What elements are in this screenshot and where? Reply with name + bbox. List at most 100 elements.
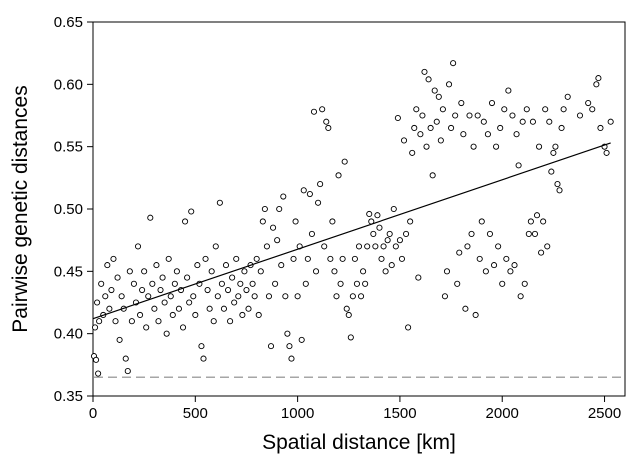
data-point bbox=[315, 199, 322, 206]
data-point bbox=[460, 131, 467, 138]
data-point bbox=[317, 181, 324, 188]
data-point bbox=[239, 311, 246, 319]
y-axis-title: Pairwise genetic distances bbox=[9, 85, 32, 332]
data-point bbox=[360, 268, 367, 275]
y-tick-label: 0.45 bbox=[54, 263, 83, 280]
data-point bbox=[476, 255, 483, 262]
data-point bbox=[159, 274, 166, 281]
data-point bbox=[423, 143, 430, 150]
data-point bbox=[486, 230, 494, 237]
data-point bbox=[227, 318, 234, 325]
data-point bbox=[349, 293, 356, 300]
data-point bbox=[607, 118, 614, 125]
data-point bbox=[194, 262, 201, 269]
data-point bbox=[390, 205, 397, 213]
data-point bbox=[386, 230, 393, 237]
data-point bbox=[501, 106, 508, 113]
data-point bbox=[490, 262, 498, 269]
data-point bbox=[218, 280, 225, 287]
data-point bbox=[130, 280, 137, 287]
data-point bbox=[235, 293, 242, 300]
data-point bbox=[470, 143, 477, 150]
data-point bbox=[505, 87, 512, 94]
data-point bbox=[517, 293, 524, 300]
data-point bbox=[441, 293, 448, 300]
data-point bbox=[370, 230, 377, 237]
data-point bbox=[308, 230, 315, 237]
data-point bbox=[284, 330, 291, 337]
data-point bbox=[323, 118, 330, 125]
data-point bbox=[276, 205, 283, 213]
data-point bbox=[472, 311, 479, 319]
data-point bbox=[206, 305, 213, 312]
data-point bbox=[409, 149, 416, 156]
x-tick-label: 0 bbox=[89, 405, 97, 422]
data-point bbox=[233, 255, 240, 262]
data-point bbox=[533, 212, 541, 219]
data-point bbox=[294, 293, 301, 300]
data-point bbox=[454, 280, 461, 287]
data-point bbox=[165, 255, 172, 262]
data-point bbox=[419, 112, 426, 119]
data-point bbox=[362, 280, 369, 287]
data-point bbox=[482, 268, 489, 275]
data-point bbox=[102, 293, 109, 300]
data-point bbox=[147, 214, 154, 221]
data-point bbox=[257, 268, 264, 275]
data-point bbox=[327, 255, 334, 262]
data-point bbox=[204, 286, 211, 294]
x-tick-label: 2500 bbox=[588, 405, 621, 422]
data-point bbox=[478, 218, 485, 225]
data-point bbox=[538, 249, 545, 256]
data-point bbox=[139, 286, 146, 294]
data-point bbox=[425, 76, 432, 83]
data-point bbox=[407, 218, 414, 225]
data-point bbox=[179, 324, 187, 331]
data-point bbox=[468, 230, 475, 237]
data-point bbox=[433, 118, 440, 125]
y-tick-label: 0.50 bbox=[54, 201, 83, 218]
data-point bbox=[415, 274, 422, 281]
data-point bbox=[163, 330, 170, 337]
data-point bbox=[122, 355, 129, 362]
data-point bbox=[380, 243, 387, 250]
data-point bbox=[398, 255, 406, 262]
data-point bbox=[351, 255, 358, 262]
data-point bbox=[157, 286, 164, 294]
data-point bbox=[255, 311, 262, 319]
data-point bbox=[94, 299, 101, 306]
data-point bbox=[118, 293, 125, 300]
data-point bbox=[175, 305, 182, 312]
data-point bbox=[519, 118, 526, 125]
y-tick-label: 0.65 bbox=[54, 14, 83, 31]
data-point bbox=[155, 318, 162, 325]
data-point bbox=[192, 311, 199, 319]
data-point bbox=[403, 230, 410, 237]
data-point bbox=[261, 205, 268, 213]
data-point bbox=[259, 218, 266, 225]
data-point bbox=[251, 293, 258, 300]
data-point bbox=[229, 274, 236, 281]
data-point bbox=[171, 280, 178, 287]
data-point bbox=[511, 262, 518, 269]
data-point bbox=[290, 255, 297, 262]
data-point bbox=[552, 143, 559, 150]
data-point bbox=[507, 268, 514, 275]
y-tick-label: 0.35 bbox=[54, 388, 83, 405]
data-point bbox=[585, 99, 592, 107]
data-point bbox=[429, 172, 436, 179]
data-point bbox=[374, 212, 381, 219]
data-point bbox=[564, 93, 571, 100]
data-point bbox=[169, 311, 176, 319]
data-point bbox=[124, 368, 131, 375]
data-point bbox=[184, 274, 191, 281]
data-point bbox=[182, 218, 189, 225]
data-point bbox=[143, 324, 150, 331]
regression-line-layer bbox=[92, 142, 611, 320]
data-point bbox=[462, 305, 469, 312]
data-point bbox=[544, 243, 551, 250]
data-point bbox=[589, 106, 596, 113]
data-point bbox=[536, 143, 543, 150]
data-point bbox=[554, 181, 561, 188]
